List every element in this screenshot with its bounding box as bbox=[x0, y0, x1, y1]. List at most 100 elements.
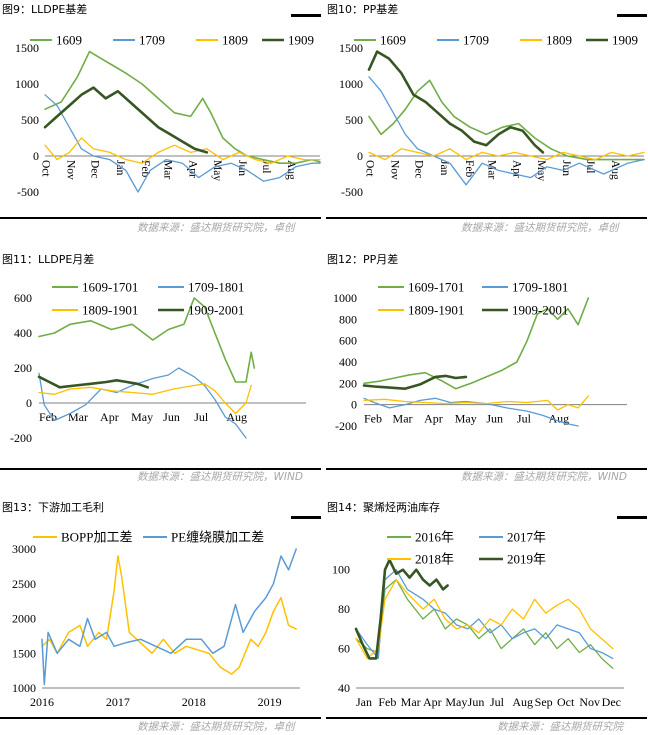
chart-title: 图13：下游加工毛利 bbox=[2, 501, 104, 514]
series-line-1609-1701 bbox=[38, 297, 256, 383]
footer-rule bbox=[326, 717, 647, 719]
legend-label: 1909 bbox=[612, 33, 638, 48]
source-note: 数据来源：盛达期货研究院，卓创 bbox=[137, 721, 295, 733]
x-tick-label: Apr bbox=[424, 412, 443, 426]
chart-title: 图14：聚烯烃两油库存 bbox=[327, 501, 440, 514]
series-line-1709 bbox=[44, 94, 321, 193]
y-tick-label: 1000 bbox=[339, 77, 363, 91]
y-tick-label: 400 bbox=[14, 326, 32, 340]
x-tick-label: Jun bbox=[163, 410, 180, 424]
series-line-1809-1901 bbox=[38, 383, 252, 415]
series-line-1709-1801 bbox=[38, 367, 247, 439]
legend-label: 1709 bbox=[463, 33, 489, 48]
source-note: 数据来源：盛达期货研究院，WIND bbox=[461, 471, 627, 483]
chart-title: 图12：PP月差 bbox=[327, 253, 399, 266]
legend-label: 1909-2001 bbox=[512, 303, 568, 318]
y-tick-label: -500 bbox=[341, 185, 363, 199]
y-tick-label: 1000 bbox=[15, 77, 39, 91]
x-tick-label: 2016 bbox=[30, 695, 54, 709]
x-tick-label: Jun bbox=[468, 695, 485, 709]
y-tick-label: 1000 bbox=[12, 681, 36, 695]
x-tick-label: Jul bbox=[490, 695, 505, 709]
footer-rule bbox=[326, 468, 647, 470]
legend-label: 1909 bbox=[288, 33, 314, 48]
series-line-1609 bbox=[44, 50, 321, 164]
legend-label: 1609 bbox=[56, 33, 82, 48]
chart-title: 图10：PP基差 bbox=[327, 3, 399, 16]
x-tick-label: Mar bbox=[485, 160, 497, 179]
y-tick-label: 1500 bbox=[15, 41, 39, 55]
y-tick-label: 80 bbox=[338, 602, 350, 616]
x-tick-label: May bbox=[455, 412, 477, 426]
series-line-1609-1701 bbox=[363, 297, 590, 390]
y-tick-label: 0 bbox=[351, 398, 357, 412]
y-tick-label: 600 bbox=[14, 291, 32, 305]
legend-label: 1809-1901 bbox=[82, 303, 138, 318]
x-tick-label: Apr bbox=[100, 410, 119, 424]
y-tick-label: 0 bbox=[26, 396, 32, 410]
y-tick-label: 3000 bbox=[12, 542, 36, 556]
series-line-2019年 bbox=[354, 558, 449, 660]
series-line-2018年 bbox=[355, 578, 614, 660]
x-tick-label: Nov bbox=[579, 695, 600, 709]
source-note: 数据来源：盛达期货研究院，卓创 bbox=[137, 222, 295, 234]
x-tick-label: 2017 bbox=[106, 695, 130, 709]
y-tick-label: 200 bbox=[339, 376, 357, 390]
legend-label: PE缠绕膜加工差 bbox=[171, 530, 264, 545]
x-tick-label: Oct bbox=[363, 160, 375, 177]
chart-downstream-margin: 1000 1500 2000 2500 3000 2016 2017 2018 2019 BOPP… bbox=[12, 530, 300, 709]
x-tick-label: Feb bbox=[39, 410, 57, 424]
chart-title: 图11：LLDPE月差 bbox=[2, 253, 95, 266]
legend-label: 1609 bbox=[380, 33, 406, 48]
x-tick-label: Sep bbox=[535, 695, 553, 709]
x-tick-label: Mar bbox=[68, 410, 88, 424]
legend-label: 1709-1801 bbox=[188, 280, 244, 295]
y-tick-label: 400 bbox=[339, 355, 357, 369]
x-tick-label: Oct bbox=[39, 160, 51, 177]
legend-label: 1909-2001 bbox=[188, 303, 244, 318]
legend-label: 1709-1801 bbox=[512, 280, 568, 295]
series-line-1709 bbox=[368, 76, 645, 186]
footer-rule bbox=[0, 717, 321, 719]
x-tick-label: Aug bbox=[512, 695, 533, 709]
x-tick-label: Feb bbox=[364, 412, 382, 426]
y-tick-label: -200 bbox=[10, 431, 32, 445]
y-tick-label: 500 bbox=[21, 113, 39, 127]
source-note: 数据来源：盛达期货研究院，WIND bbox=[137, 471, 303, 483]
x-tick-label: Jan bbox=[438, 160, 450, 176]
x-tick-label: 2018 bbox=[182, 695, 206, 709]
x-tick-label: May bbox=[445, 695, 467, 709]
y-tick-label: 600 bbox=[339, 334, 357, 348]
y-tick-label: 40 bbox=[338, 681, 350, 695]
x-tick-label: Aug bbox=[609, 160, 621, 180]
x-tick-label: Dec bbox=[602, 695, 621, 709]
y-tick-label: 0 bbox=[33, 149, 39, 163]
x-tick-label: Jul bbox=[517, 412, 532, 426]
legend-label: 1709 bbox=[139, 33, 165, 48]
x-tick-label: 2019 bbox=[258, 695, 282, 709]
header-rule bbox=[617, 14, 647, 17]
x-tick-label: May bbox=[211, 160, 223, 181]
y-tick-label: 60 bbox=[338, 642, 350, 656]
y-tick-label: 1000 bbox=[333, 291, 357, 305]
series-line-1909-2001 bbox=[37, 375, 149, 389]
x-tick-label: Mar bbox=[393, 412, 413, 426]
legend-label: 1809 bbox=[222, 33, 248, 48]
y-tick-label: 800 bbox=[339, 312, 357, 326]
x-tick-label: Oct bbox=[557, 695, 575, 709]
footer-rule bbox=[0, 468, 321, 470]
x-tick-label: Nov bbox=[388, 160, 400, 180]
series-line-1909-2001 bbox=[362, 374, 468, 390]
x-tick-label: Jul bbox=[260, 160, 272, 173]
x-tick-label: Jul bbox=[194, 410, 209, 424]
y-tick-label: 1500 bbox=[339, 41, 363, 55]
x-tick-label: Dec bbox=[89, 160, 101, 179]
x-tick-label: Dec bbox=[413, 160, 425, 179]
series-line-2016年 bbox=[355, 578, 614, 669]
series-line-1809-1901 bbox=[363, 395, 589, 411]
y-tick-label: 500 bbox=[345, 113, 363, 127]
series-line-1809 bbox=[44, 137, 321, 164]
